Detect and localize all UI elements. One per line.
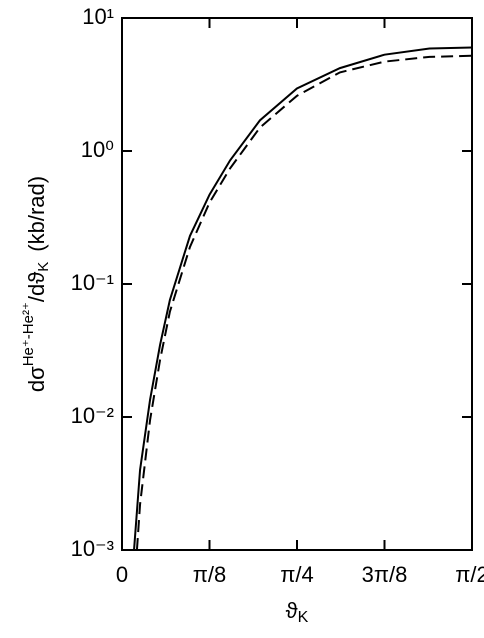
y-tick-label: 10⁻³ <box>71 536 114 561</box>
y-tick-label: 10⁻² <box>71 403 114 428</box>
series-line <box>135 54 473 551</box>
x-tick-label: 0 <box>116 562 128 587</box>
x-label-sub: K <box>298 609 309 626</box>
y-label-main: dσ <box>24 366 49 392</box>
x-label-main: ϑ <box>286 598 298 623</box>
y-axis-label: dσHe⁺-He²⁺/dϑK (kb/rad) <box>20 176 52 392</box>
x-tick-label: π/2 <box>455 562 484 587</box>
y-tick-label: 10⁰ <box>81 137 114 162</box>
y-label-mid: /dϑ <box>24 272 49 302</box>
y-tick-label: 10⁻¹ <box>71 270 114 295</box>
y-tick-label: 10¹ <box>82 4 114 29</box>
x-tick-label: 3π/8 <box>362 562 408 587</box>
x-tick-label: π/8 <box>193 562 227 587</box>
y-label-sup: He⁺-He²⁺ <box>20 302 37 366</box>
y-label-sub: K <box>35 262 52 272</box>
series-line <box>133 46 473 551</box>
y-label-unit: (kb/rad) <box>24 176 49 252</box>
x-axis-label: ϑK <box>286 598 309 626</box>
x-tick-label: π/4 <box>280 562 314 587</box>
